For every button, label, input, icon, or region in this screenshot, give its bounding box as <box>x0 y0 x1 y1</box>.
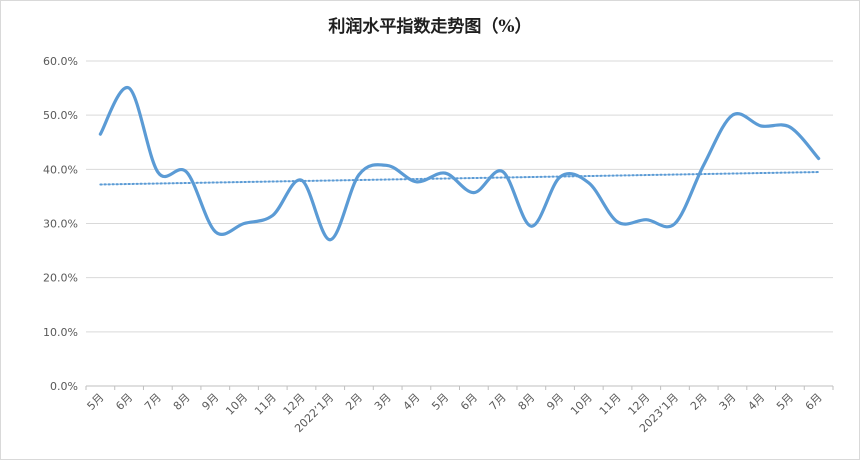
y-tick-label: 10.0% <box>43 326 78 339</box>
data-point <box>616 220 620 224</box>
y-tick-label: 20.0% <box>43 272 78 285</box>
x-tick-label: 5月 <box>85 391 107 413</box>
data-point <box>357 173 361 177</box>
x-tick-label: 10月 <box>568 391 595 418</box>
trendline <box>99 171 820 186</box>
x-tick-label: 8月 <box>516 391 538 413</box>
x-tick-label: 11月 <box>597 391 624 418</box>
data-point <box>328 238 332 242</box>
x-tick-label: 10月 <box>223 391 250 418</box>
data-point <box>759 124 763 128</box>
x-tick-label: 7月 <box>142 391 164 413</box>
data-point <box>443 171 447 175</box>
data-point <box>271 213 275 217</box>
x-tick-label: 6月 <box>113 391 135 413</box>
x-tick-label: 7月 <box>487 391 509 413</box>
x-tick-label: 2月 <box>688 391 710 413</box>
data-point <box>730 113 734 117</box>
data-point <box>472 191 476 195</box>
y-tick-label: 30.0% <box>43 218 78 231</box>
x-tick-label: 11月 <box>252 391 279 418</box>
chart-title: 利润水平指数走势图（%） <box>328 17 532 37</box>
data-point <box>702 163 706 167</box>
data-point <box>817 157 821 161</box>
series-line <box>98 86 821 242</box>
data-point <box>213 230 217 234</box>
x-tick-label: 2月 <box>343 391 365 413</box>
x-tick-label: 6月 <box>803 391 825 413</box>
data-point <box>386 164 390 168</box>
x-tick-label: 3月 <box>717 391 739 413</box>
data-point <box>558 175 562 179</box>
data-point <box>242 222 246 226</box>
data-point <box>501 170 505 174</box>
data-point <box>529 224 533 228</box>
x-tick-label: 5月 <box>774 391 796 413</box>
data-point <box>299 178 303 182</box>
data-point <box>673 222 677 226</box>
x-tick-label: 8月 <box>171 391 193 413</box>
data-point <box>127 86 131 90</box>
data-point <box>98 132 102 136</box>
x-tick-label: 9月 <box>199 391 221 413</box>
data-point <box>788 125 792 129</box>
data-point <box>587 181 591 185</box>
x-tick-label: 5月 <box>429 391 451 413</box>
data-point <box>644 218 648 222</box>
x-tick-label: 9月 <box>544 391 566 413</box>
data-point <box>156 170 160 174</box>
y-tick-label: 50.0% <box>43 109 78 122</box>
y-tick-label: 60.0% <box>43 55 78 68</box>
x-tick-label: 3月 <box>372 391 394 413</box>
y-tick-label: 40.0% <box>43 163 78 176</box>
data-point <box>414 180 418 184</box>
x-tick-label: 6月 <box>458 391 480 413</box>
x-tick-label: 4月 <box>401 391 423 413</box>
data-point <box>185 170 189 174</box>
y-tick-label: 0.0% <box>50 380 78 393</box>
x-tick-label: 4月 <box>745 391 767 413</box>
